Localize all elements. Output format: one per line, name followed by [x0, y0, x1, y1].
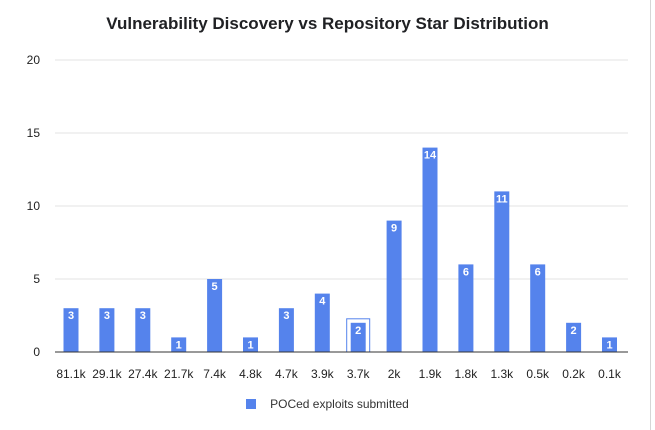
bar[interactable] [602, 337, 617, 352]
y-tick-label: 5 [33, 272, 40, 286]
x-tick-label: 7.4k [203, 367, 227, 381]
bar-value-label: 3 [283, 310, 289, 322]
bar-value-label: 3 [68, 310, 74, 322]
bar[interactable] [422, 147, 438, 352]
bar-value-label: 11 [496, 193, 508, 205]
bar-value-label: 1 [247, 339, 253, 351]
bar-value-label: 9 [391, 223, 397, 235]
bar[interactable] [99, 308, 115, 352]
bar-value-label: 1 [606, 339, 612, 351]
legend-label: POCed exploits submitted [270, 397, 409, 411]
bar[interactable] [243, 337, 258, 352]
bar[interactable] [63, 308, 79, 352]
x-tick-label: 2k [388, 367, 402, 381]
bar[interactable] [350, 322, 366, 352]
bar[interactable] [314, 293, 330, 352]
x-tick-label: 0.1k [598, 367, 622, 381]
x-tick-label: 4.8k [239, 367, 263, 381]
chart-title: Vulnerability Discovery vs Repository St… [106, 14, 549, 33]
x-tick-label: 1.9k [419, 367, 443, 381]
bar-value-label: 6 [463, 266, 469, 278]
bar[interactable] [386, 220, 402, 352]
legend-swatch [246, 399, 257, 409]
y-tick-label: 10 [27, 199, 41, 213]
x-tick-label: 3.9k [311, 367, 335, 381]
bar-value-label: 5 [212, 281, 218, 293]
bar[interactable] [278, 308, 294, 352]
bar-value-label: 1 [176, 339, 182, 351]
y-tick-label: 15 [27, 126, 41, 140]
bar-value-label: 4 [319, 296, 326, 308]
bar-value-label: 3 [104, 310, 110, 322]
bar[interactable] [494, 191, 510, 352]
x-tick-label: 27.4k [128, 367, 158, 381]
bar[interactable] [530, 264, 546, 352]
bar-value-label: 3 [140, 310, 146, 322]
bar[interactable] [171, 337, 187, 352]
bar-value-label: 6 [535, 266, 541, 278]
bar[interactable] [135, 308, 151, 352]
x-tick-label: 21.7k [164, 367, 194, 381]
bar[interactable] [566, 322, 582, 352]
bar-value-label: 2 [355, 325, 361, 337]
window-edge-divider [650, 0, 651, 430]
x-tick-label: 1.3k [490, 367, 514, 381]
legend[interactable]: POCed exploits submitted [0, 397, 655, 411]
x-tick-label: 81.1k [56, 367, 86, 381]
x-tick-label: 0.5k [526, 367, 550, 381]
y-tick-label: 0 [33, 345, 40, 359]
x-tick-label: 3.7k [347, 367, 371, 381]
x-tick-label: 29.1k [92, 367, 122, 381]
bar[interactable] [458, 264, 474, 352]
y-tick-label: 20 [27, 53, 41, 67]
bar[interactable] [207, 279, 223, 352]
x-tick-label: 4.7k [275, 367, 299, 381]
bar-value-label: 2 [571, 325, 577, 337]
bar-value-label: 14 [424, 150, 437, 162]
x-tick-label: 1.8k [455, 367, 479, 381]
x-tick-label: 0.2k [562, 367, 586, 381]
